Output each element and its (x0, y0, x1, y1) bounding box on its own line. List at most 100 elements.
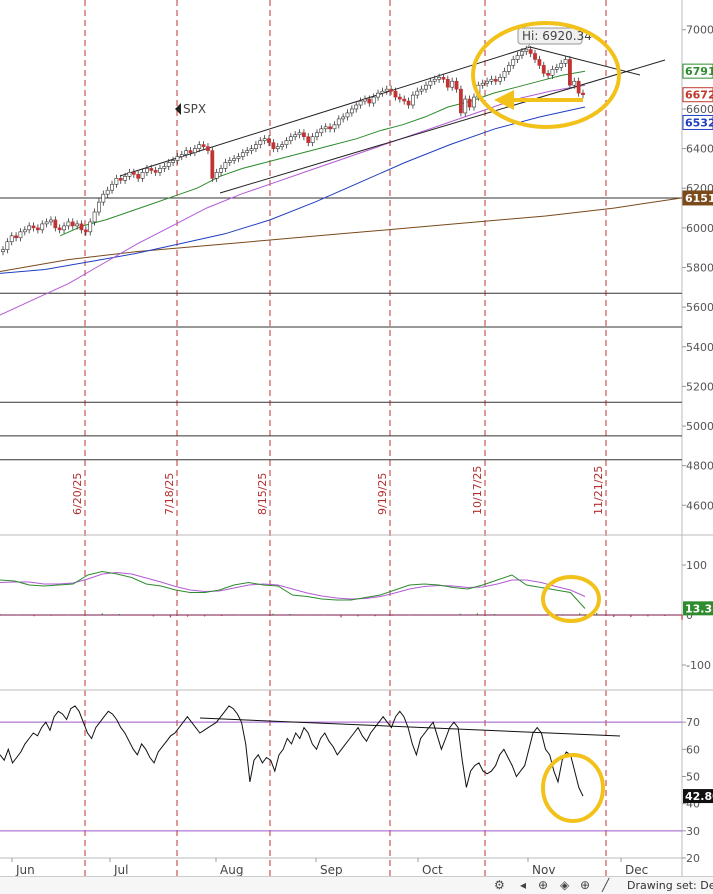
candle-body (31, 225, 36, 229)
symbol-marker-icon (175, 103, 181, 115)
candle-body (105, 189, 110, 195)
high-callout: Hi: 6920.34 (517, 27, 592, 56)
candle-body (380, 90, 385, 94)
candle-body (118, 178, 123, 181)
candle-body (131, 172, 136, 175)
x-tick-label: Dec (625, 863, 648, 877)
cursor-icon[interactable]: ⊕ (580, 878, 591, 892)
candle-body (389, 88, 394, 92)
high-callout-label: Hi: 6920.34 (522, 29, 592, 43)
candle-body (572, 80, 577, 86)
candle-body (153, 170, 158, 173)
draw-line-icon[interactable]: ╱ (602, 878, 610, 892)
candle-body (454, 80, 459, 90)
candle-body (358, 100, 363, 106)
candle-body (158, 168, 162, 173)
candle-body (171, 160, 175, 163)
price-tag-label: 6151. (685, 192, 713, 205)
candle-body (275, 146, 280, 149)
candle-body (441, 76, 446, 80)
momentum-value-label: 13.32 (685, 602, 713, 615)
price-tag: 6151. (682, 190, 713, 206)
candle-body (323, 126, 328, 130)
candle-body (467, 98, 472, 108)
settings-icon[interactable]: ⚙ (494, 878, 505, 892)
candle-body (236, 156, 241, 159)
candle-body (563, 59, 568, 64)
price-tag-box (682, 87, 713, 103)
candle-body (249, 148, 254, 151)
candle-body (402, 98, 407, 102)
candle-body (511, 59, 516, 66)
candle-body (127, 172, 132, 177)
candle-body (533, 53, 537, 60)
candle-body (1, 249, 5, 252)
candle-body (262, 138, 267, 141)
high-callout-pointer (521, 43, 531, 56)
momentum-signal-line (0, 571, 586, 600)
candle-body (188, 150, 193, 153)
crosshair-icon[interactable]: ◈ (560, 878, 570, 892)
momentum-ytick-label: 0 (686, 609, 693, 622)
candle-body (498, 76, 503, 82)
momentum-value-tag (683, 601, 713, 616)
candle-body (88, 221, 93, 233)
candle-body (201, 144, 206, 147)
x-tick-label: Sep (320, 863, 343, 877)
candle-body (227, 160, 232, 163)
candle-body (62, 225, 66, 231)
candle-body (223, 162, 228, 169)
price-tag-label: 6672. (685, 89, 713, 102)
candle-body (35, 227, 40, 231)
candle-body (415, 90, 420, 96)
candle-body (206, 146, 210, 151)
candle-body (97, 201, 101, 213)
price-tag-box (682, 190, 713, 206)
candle-body (541, 65, 546, 74)
candle-body (79, 223, 84, 231)
candle-body (302, 132, 306, 138)
candle-body (184, 150, 189, 155)
event-date-label: 10/17/25 (471, 466, 484, 515)
candle-body (506, 65, 511, 72)
candle-body (363, 98, 367, 102)
candle-body (175, 156, 180, 161)
price-ytick-label: 7000 (686, 24, 713, 37)
momentum-highlight-circle (541, 575, 601, 623)
candle-body (22, 229, 27, 233)
candle-body (406, 100, 411, 106)
highlight-arrow-head-icon (494, 90, 514, 110)
candle-body (432, 78, 437, 82)
candle-body (463, 98, 468, 114)
price-ytick-label: 5000 (686, 420, 713, 433)
candle-body (354, 104, 359, 110)
price-tag-label: 6791. (685, 65, 713, 78)
event-date-label: 8/15/25 (256, 473, 269, 515)
candle-body (411, 94, 415, 106)
candle-body (493, 78, 498, 82)
candle-body (14, 235, 18, 239)
high-callout-box (517, 27, 583, 45)
candle-body (254, 144, 258, 149)
price-tag: 6791. (682, 63, 713, 79)
candle-body (258, 140, 263, 145)
zoom-icon[interactable]: ⊕ (538, 878, 549, 892)
candle-body (162, 166, 167, 169)
candle-body (458, 88, 463, 114)
momentum-line (0, 570, 586, 609)
pan-icon[interactable]: ◂ (520, 878, 527, 892)
price-ytick-label: 4800 (686, 460, 713, 473)
candle-body (75, 223, 80, 227)
event-date-label: 11/21/25 (592, 466, 605, 515)
price-ytick-label: 6000 (686, 222, 713, 235)
candle-body (271, 142, 276, 149)
price-tag-label: 6532. (685, 116, 713, 129)
price-tag-box (682, 114, 713, 130)
candle-body (197, 144, 202, 149)
ma-short-line (59, 70, 586, 237)
candle-body (83, 229, 88, 233)
candle-body (140, 172, 145, 179)
price-ytick-label: 6600 (686, 103, 713, 116)
